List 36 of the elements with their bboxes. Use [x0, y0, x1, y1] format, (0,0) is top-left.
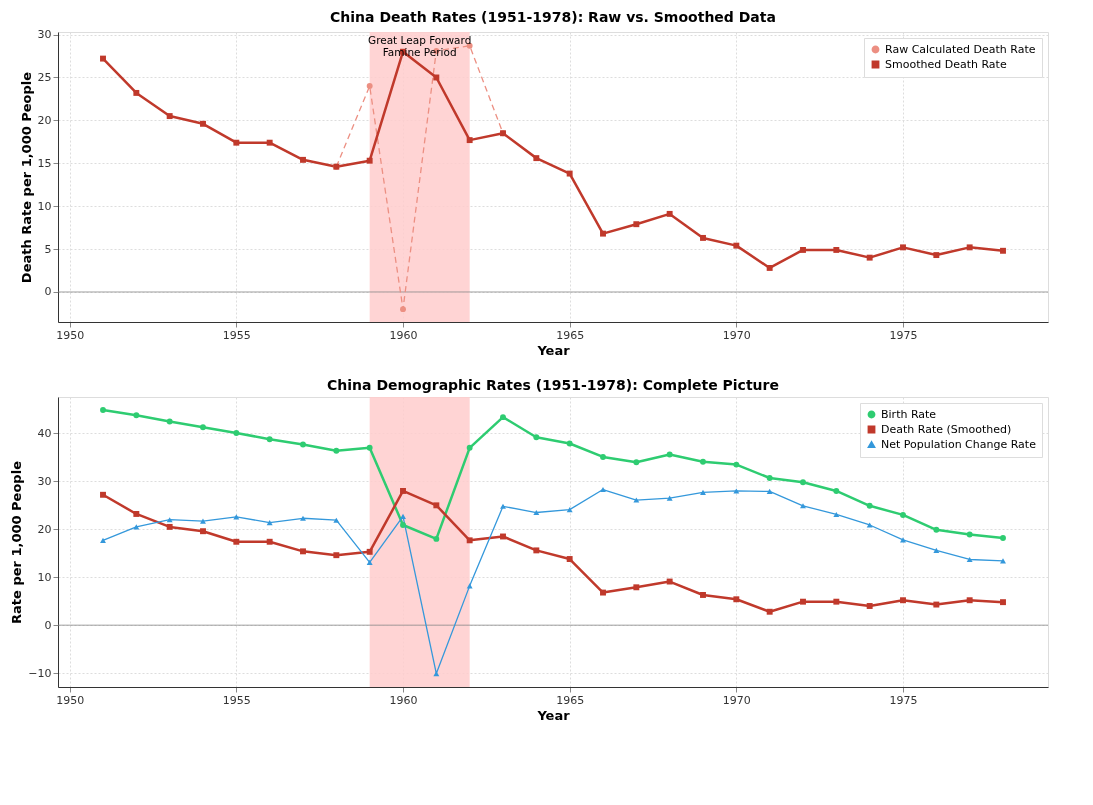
legend-label: Raw Calculated Death Rate: [885, 42, 1036, 56]
x-tick-label: 1950: [56, 693, 85, 707]
chart-title: China Death Rates (1951-1978): Raw vs. Smoothed Data: [330, 8, 776, 25]
y-tick-label: 30: [37, 28, 52, 42]
chart-title: China Demographic Rates (1951-1978): Complete Picture: [327, 377, 779, 393]
x-tick-label: 1970: [722, 328, 751, 342]
legend-label: Smoothed Death Rate: [885, 57, 1007, 71]
y-tick-label: 20: [37, 522, 52, 536]
x-tick-label: 1965: [556, 693, 585, 707]
y-tick-label: 10: [37, 199, 52, 213]
y-tick-label: 40: [37, 426, 52, 440]
x-tick-label: 1965: [556, 328, 585, 342]
y-tick-label: 30: [37, 474, 52, 488]
y-axis-title: Death Rate per 1,000 People: [18, 71, 34, 284]
legend-label: Net Population Change Rate: [881, 437, 1037, 451]
y-tick-label: −10: [28, 666, 52, 680]
y-axis-title: Rate per 1,000 People: [9, 460, 25, 624]
y-tick-label: 0: [44, 285, 52, 299]
y-tick-label: 15: [37, 156, 52, 170]
x-tick-label: 1950: [56, 328, 85, 342]
x-tick-label: 1960: [389, 328, 418, 342]
x-tick-label: 1975: [889, 328, 918, 342]
x-tick-label: 1970: [722, 693, 751, 707]
x-tick-label: 1960: [389, 693, 418, 707]
legend-label: Birth Rate: [881, 407, 937, 421]
x-axis-title: Year: [536, 707, 571, 723]
y-tick-label: 10: [37, 570, 52, 584]
legend-label: Death Rate (Smoothed): [881, 422, 1012, 436]
x-tick-label: 1955: [222, 328, 251, 342]
x-tick-label: 1975: [889, 693, 918, 707]
y-tick-label: 20: [37, 113, 52, 127]
y-tick-label: 0: [44, 618, 52, 632]
y-tick-label: 5: [44, 242, 52, 256]
x-tick-label: 1955: [222, 693, 251, 707]
y-tick-label: 25: [37, 70, 52, 84]
x-axis-title: Year: [536, 342, 571, 358]
